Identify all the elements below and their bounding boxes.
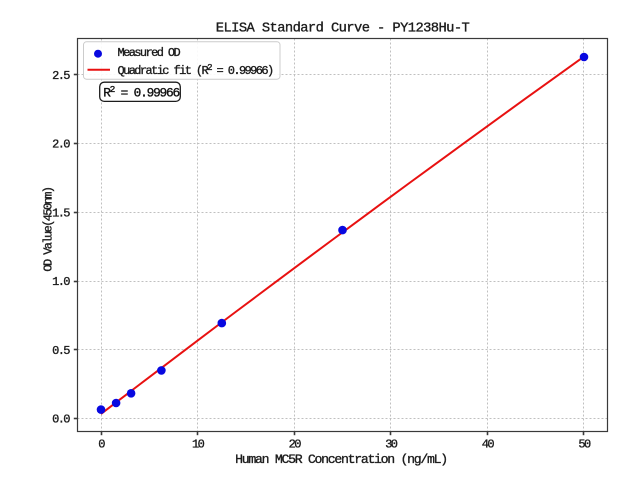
svg-text:1.5: 1.5 bbox=[52, 206, 70, 220]
svg-text:Human MC5R Concentration (ng/m: Human MC5R Concentration (ng/mL) bbox=[235, 452, 447, 467]
svg-text:OD Value(450nm): OD Value(450nm) bbox=[42, 187, 56, 271]
svg-text:R2 = 0.99966: R2 = 0.99966 bbox=[103, 84, 179, 101]
svg-text:Measured OD: Measured OD bbox=[118, 46, 181, 60]
svg-text:10: 10 bbox=[192, 438, 205, 452]
svg-text:40: 40 bbox=[482, 438, 495, 452]
svg-text:1.0: 1.0 bbox=[52, 275, 70, 289]
svg-text:0.5: 0.5 bbox=[52, 344, 70, 358]
svg-text:ELISA Standard Curve - PY1238H: ELISA Standard Curve - PY1238Hu-T bbox=[216, 21, 470, 37]
svg-text:20: 20 bbox=[289, 438, 302, 452]
svg-text:Quadratic fit (R2 = 0.99966): Quadratic fit (R2 = 0.99966) bbox=[118, 63, 273, 78]
svg-text:2.0: 2.0 bbox=[52, 138, 70, 152]
svg-text:2.5: 2.5 bbox=[52, 69, 70, 83]
svg-text:30: 30 bbox=[385, 438, 398, 452]
svg-text:0.0: 0.0 bbox=[52, 413, 70, 427]
svg-text:50: 50 bbox=[578, 438, 591, 452]
svg-text:0: 0 bbox=[98, 438, 105, 452]
